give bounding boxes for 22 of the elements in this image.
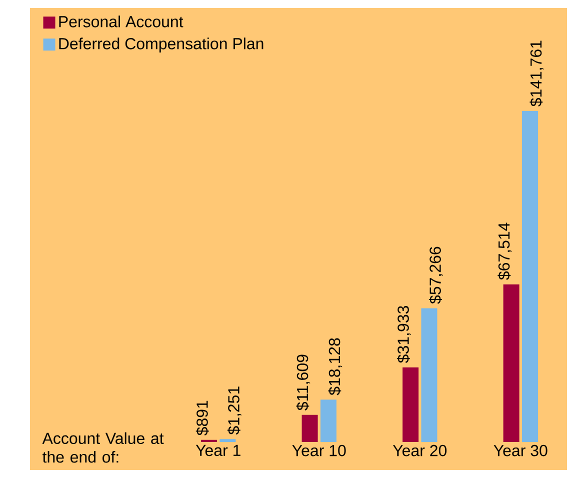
bar <box>421 308 438 442</box>
x-tick-label: Year 30 <box>494 444 548 456</box>
data-label: $67,514 <box>498 222 512 280</box>
data-label: $31,933 <box>396 306 411 363</box>
data-label: $11,609 <box>296 354 310 410</box>
x-axis-title: Account Value at the end of: <box>42 432 164 463</box>
bar <box>522 110 538 442</box>
data-label: $891 <box>196 400 209 436</box>
x-tick-label: Year 20 <box>392 444 447 456</box>
x-tick-label: Year 1 <box>196 444 240 456</box>
bar <box>320 400 336 442</box>
data-label: $18,128 <box>328 338 342 396</box>
x-tick-label: Year 10 <box>292 444 346 456</box>
legend-label: Deferred Compensation Plan <box>59 38 264 53</box>
bar <box>503 284 520 442</box>
data-label: $57,266 <box>428 246 443 304</box>
data-label: $141,761 <box>530 40 544 107</box>
data-label: $1,251 <box>227 386 242 435</box>
bar <box>302 414 318 442</box>
bar <box>402 367 419 442</box>
legend-label: Personal Account <box>59 16 184 28</box>
bar <box>220 439 236 442</box>
